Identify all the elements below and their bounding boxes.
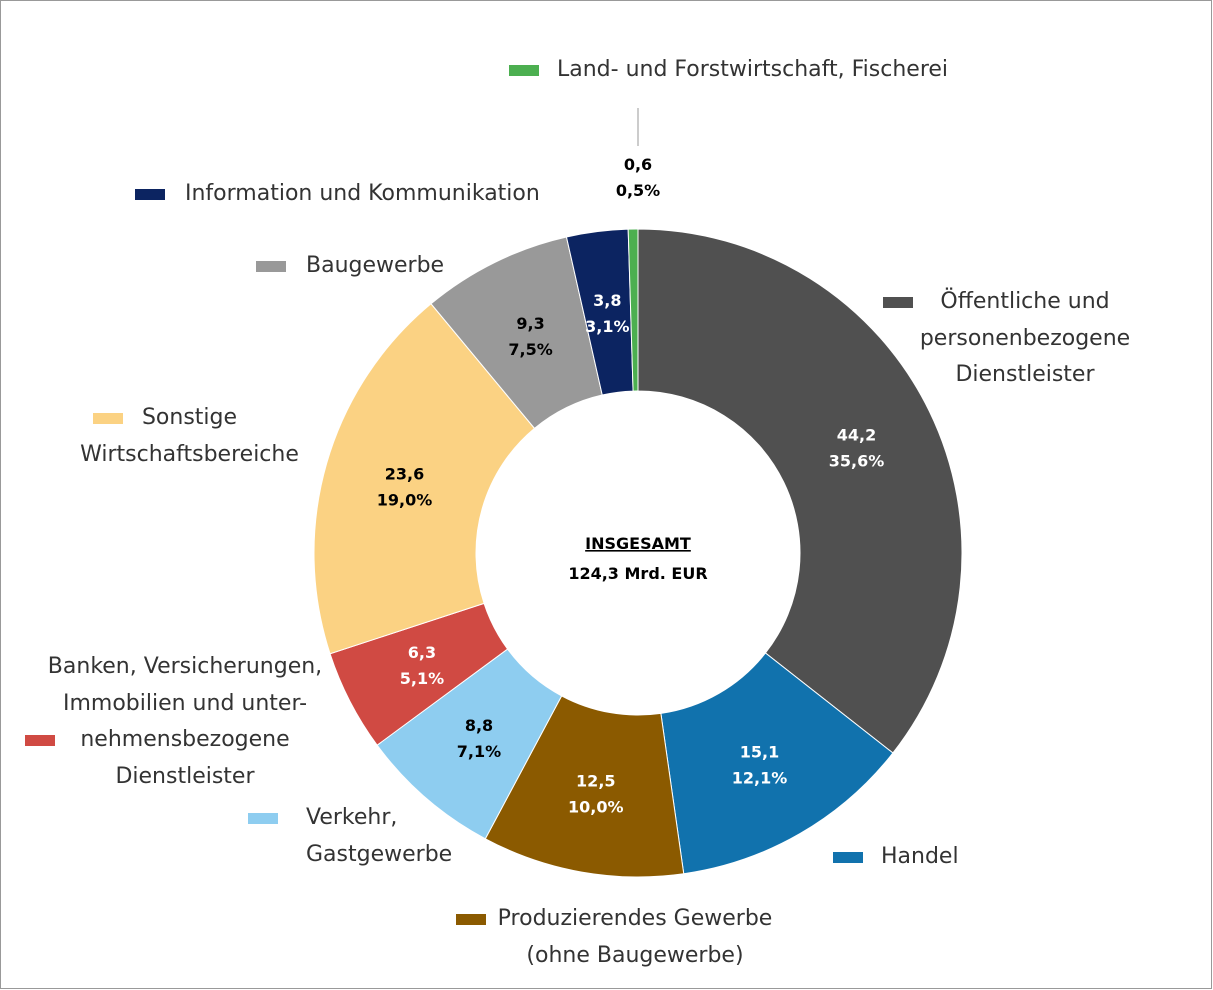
legend-label: Handel — [881, 844, 959, 869]
legend-label: Verkehr, Gastgewerbe — [306, 805, 453, 867]
percentage-label: 0,5% — [616, 181, 660, 200]
value-label: 0,6 — [624, 155, 652, 174]
legend-label: Land- und Forstwirtschaft, Fischerei — [557, 57, 949, 82]
percentage-label: 5,1% — [400, 669, 444, 688]
value-label: 23,6 — [385, 465, 424, 484]
value-label: 9,3 — [516, 314, 544, 333]
value-label: 15,1 — [740, 742, 779, 761]
legend-swatch — [833, 852, 863, 863]
legend-label: Baugewerbe — [306, 253, 445, 278]
legend-swatch — [883, 297, 913, 308]
percentage-label: 12,1% — [732, 768, 788, 787]
legend-label: Information und Kommunikation — [185, 181, 540, 206]
value-label: 12,5 — [576, 771, 615, 790]
legend-swatch — [509, 65, 539, 76]
percentage-label: 35,6% — [829, 452, 885, 471]
legend-swatch — [25, 735, 55, 746]
donut-segment — [637, 228, 963, 754]
donut-segment — [313, 303, 536, 655]
percentage-label: 7,5% — [508, 340, 552, 359]
legend-swatch — [456, 914, 486, 925]
percentage-label: 3,1% — [585, 317, 629, 336]
legend-swatch — [256, 261, 286, 272]
legend-swatch — [93, 413, 123, 424]
legend-swatch — [135, 189, 165, 200]
percentage-label: 7,1% — [457, 742, 501, 761]
value-label: 44,2 — [837, 426, 876, 445]
legend-label: Sonstige Wirtschaftsbereiche — [80, 405, 299, 467]
value-label: 6,3 — [408, 643, 436, 662]
value-label: 8,8 — [465, 716, 493, 735]
donut-segment — [660, 652, 894, 875]
legend-swatch — [248, 813, 278, 824]
legend-label: Banken, Versicherungen, Immobilien und u… — [47, 654, 323, 789]
center-label: 124,3 Mrd. EUR — [568, 564, 707, 583]
legend-label: Produzierendes Gewerbe (ohne Baugewerbe) — [497, 906, 773, 968]
donut-hole — [477, 392, 799, 714]
percentage-label: 10,0% — [568, 797, 624, 816]
value-label: 3,8 — [593, 291, 621, 310]
center-title: INSGESAMT — [585, 534, 691, 553]
donut-segment — [627, 228, 639, 392]
legend-label: Öffentliche und personenbezogene Dienstl… — [919, 289, 1131, 387]
percentage-label: 19,0% — [377, 491, 433, 510]
